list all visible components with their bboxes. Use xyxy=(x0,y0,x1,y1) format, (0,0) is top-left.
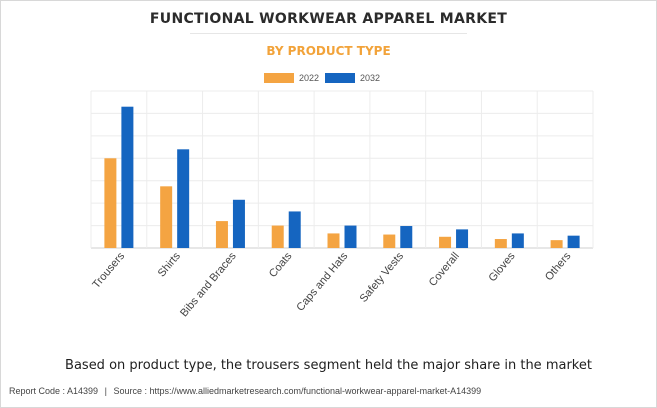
footer-separator: | xyxy=(104,386,107,396)
legend-label-2032: 2032 xyxy=(360,73,381,83)
bar-2022-caps-and-hats xyxy=(327,233,340,248)
chart-subtitle: BY PRODUCT TYPE xyxy=(266,44,391,58)
bar-2032-gloves xyxy=(511,233,524,248)
bar-2022-shirts xyxy=(160,186,173,248)
bar-2022-bibs-and-braces xyxy=(215,221,228,248)
report-code: Report Code : A14399 xyxy=(9,386,99,396)
bar-2022-others xyxy=(550,240,563,248)
legend-swatch-2032 xyxy=(325,73,356,83)
bar-2032-shirts xyxy=(177,149,190,248)
bar-2022-safety-vests xyxy=(383,234,396,248)
x-tick-label-shirts: Shirts xyxy=(156,250,184,280)
chart-legend: 2022 2032 xyxy=(264,71,386,85)
x-tick-label-others: Others xyxy=(543,250,574,283)
source-link[interactable]: Source : https://www.alliedmarketresearc… xyxy=(113,386,482,396)
bar-2022-coverall xyxy=(439,236,452,248)
x-tick-label-safety-vests: Safety Vests xyxy=(358,250,407,305)
bar-2022-trousers xyxy=(104,158,117,248)
title-divider xyxy=(190,33,467,34)
bar-2022-coats xyxy=(271,225,284,248)
chart-title: FUNCTIONAL WORKWEAR APPAREL MARKET xyxy=(149,11,508,27)
chart-caption: Based on product type, the trousers segm… xyxy=(65,358,592,373)
bar-2032-trousers xyxy=(121,106,134,248)
bar-2032-others xyxy=(567,235,580,248)
x-tick-label-bibs-and-braces: Bibs and Braces xyxy=(178,250,239,319)
report-footer: Report Code : A14399 | Source : https://… xyxy=(9,386,481,396)
x-tick-label-gloves: Gloves xyxy=(486,250,518,284)
bar-2032-bibs-and-braces xyxy=(232,199,245,248)
legend-item-2032[interactable]: 2032 xyxy=(325,73,380,83)
bar-2032-coats xyxy=(288,211,301,248)
bar-2032-caps-and-hats xyxy=(344,225,357,248)
legend-label-2022: 2022 xyxy=(299,73,320,83)
x-tick-label-caps-and-hats: Caps and Hats xyxy=(294,250,350,314)
bar-2032-coverall xyxy=(456,229,469,248)
legend-swatch-2022 xyxy=(264,73,294,83)
x-tick-label-coats: Coats xyxy=(267,250,295,280)
bar-2022-gloves xyxy=(494,239,507,248)
bar-2032-safety-vests xyxy=(400,226,413,248)
legend-item-2022[interactable]: 2022 xyxy=(264,73,319,83)
x-tick-label-coverall: Coverall xyxy=(427,250,462,289)
x-tick-label-trousers: Trousers xyxy=(90,250,127,291)
